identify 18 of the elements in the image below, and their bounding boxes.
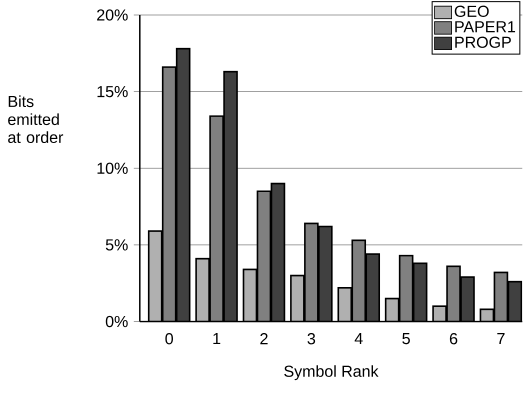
x-tick-label: 3 <box>308 332 316 344</box>
x-tick-label: 6 <box>450 332 458 344</box>
y-tick-label: 0% <box>106 316 128 327</box>
y-axis-title: Bits emitted at order <box>8 95 64 143</box>
legend-label: PROGP <box>455 36 511 48</box>
x-tick-label: 1 <box>213 332 220 344</box>
x-tick-label: 2 <box>260 332 268 344</box>
x-tick-label: 7 <box>497 332 505 344</box>
legend-label: PAPER1 <box>455 21 516 32</box>
y-tick-label: 20% <box>97 9 128 20</box>
y-tick-label: 15% <box>98 86 128 98</box>
x-tick-label: 5 <box>402 332 410 344</box>
y-tick-label: 5% <box>106 239 128 250</box>
legend-label: GEO <box>454 5 489 17</box>
x-tick-label: 4 <box>354 332 363 344</box>
x-axis-title: Symbol Rank <box>284 364 379 380</box>
x-tick-label: 0 <box>165 332 173 344</box>
y-tick-label: 10% <box>98 162 128 174</box>
